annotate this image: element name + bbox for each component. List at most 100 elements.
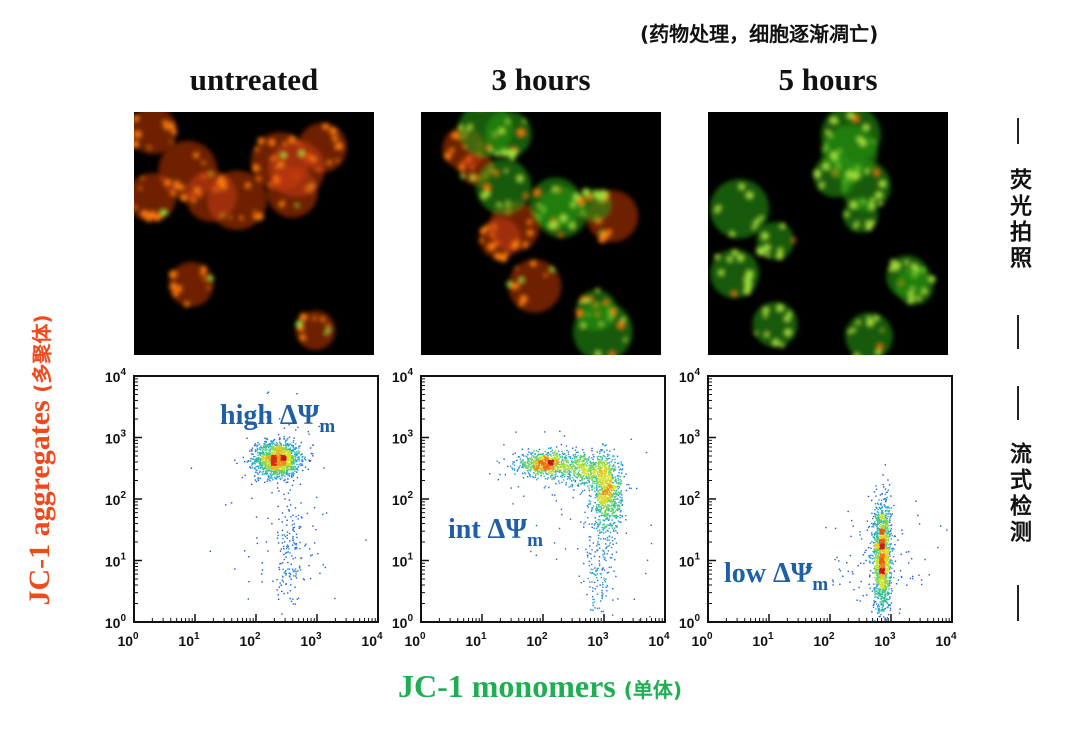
event-point bbox=[538, 464, 540, 466]
event-point bbox=[893, 576, 895, 579]
event-point bbox=[526, 469, 529, 472]
event-point bbox=[562, 462, 565, 464]
event-point bbox=[280, 465, 283, 468]
cell-spot bbox=[320, 316, 326, 322]
cell-spot bbox=[506, 200, 510, 204]
event-point bbox=[281, 590, 283, 593]
event-point bbox=[266, 438, 269, 440]
event-point bbox=[605, 478, 607, 480]
event-point bbox=[286, 457, 288, 459]
event-point bbox=[278, 438, 281, 441]
event-point bbox=[276, 469, 279, 472]
event-point bbox=[280, 461, 283, 464]
event-point bbox=[294, 470, 296, 472]
cell-spot bbox=[715, 205, 722, 211]
event-point bbox=[278, 566, 280, 569]
event-point bbox=[544, 457, 546, 460]
event-point bbox=[585, 459, 588, 461]
event-point bbox=[886, 606, 888, 609]
event-point bbox=[609, 484, 611, 486]
event-point bbox=[565, 468, 568, 470]
cell-spot bbox=[548, 221, 556, 230]
cell-spot bbox=[499, 254, 508, 263]
event-point bbox=[570, 465, 572, 468]
event-point bbox=[889, 577, 891, 579]
event-point bbox=[295, 467, 298, 470]
event-point bbox=[606, 486, 609, 488]
event-point bbox=[560, 465, 562, 467]
event-point bbox=[277, 534, 279, 537]
event-point bbox=[603, 513, 605, 515]
event-point bbox=[581, 466, 583, 468]
event-point bbox=[906, 584, 908, 586]
event-point bbox=[267, 474, 270, 477]
event-point bbox=[608, 486, 611, 489]
event-point bbox=[604, 557, 606, 559]
event-point bbox=[613, 470, 615, 472]
event-point bbox=[551, 459, 553, 462]
event-point bbox=[529, 474, 531, 476]
event-point bbox=[876, 525, 878, 528]
event-point bbox=[300, 453, 303, 456]
event-point bbox=[615, 480, 617, 482]
event-point bbox=[873, 533, 876, 535]
event-point bbox=[606, 516, 608, 518]
event-point bbox=[614, 510, 617, 512]
event-point bbox=[579, 456, 581, 459]
cell-spot bbox=[164, 124, 170, 131]
event-point bbox=[556, 455, 558, 458]
event-point bbox=[884, 599, 887, 602]
event-point bbox=[552, 461, 555, 463]
event-point bbox=[911, 577, 914, 580]
event-point bbox=[581, 482, 583, 485]
event-point bbox=[280, 445, 282, 448]
cell-spot bbox=[504, 169, 508, 173]
event-point bbox=[612, 511, 615, 513]
event-point bbox=[275, 461, 277, 464]
event-point bbox=[618, 501, 620, 504]
event-point bbox=[871, 532, 873, 534]
event-point bbox=[610, 485, 612, 487]
event-point bbox=[251, 467, 254, 469]
event-point bbox=[544, 455, 546, 458]
event-point bbox=[277, 454, 279, 456]
event-point bbox=[617, 481, 620, 484]
event-point bbox=[278, 469, 280, 471]
event-point bbox=[575, 473, 578, 476]
y-tick-label: 103 bbox=[679, 429, 701, 447]
event-point bbox=[537, 459, 539, 461]
event-point bbox=[598, 493, 600, 495]
event-point bbox=[584, 455, 586, 457]
event-point bbox=[297, 466, 300, 468]
event-point bbox=[646, 559, 649, 562]
cell-spot bbox=[519, 295, 528, 303]
cell-spot bbox=[483, 184, 491, 191]
event-point bbox=[598, 480, 600, 482]
event-point bbox=[598, 510, 600, 512]
event-point bbox=[276, 443, 278, 445]
event-point bbox=[890, 572, 892, 574]
event-point bbox=[540, 472, 542, 475]
event-point bbox=[890, 514, 893, 516]
event-point bbox=[597, 537, 600, 539]
event-point bbox=[877, 508, 879, 511]
event-point bbox=[607, 530, 609, 532]
event-point bbox=[277, 505, 279, 508]
event-point bbox=[268, 469, 270, 471]
event-point bbox=[304, 466, 307, 468]
event-point bbox=[596, 511, 598, 514]
event-point bbox=[596, 477, 598, 480]
event-point bbox=[560, 508, 563, 511]
event-point bbox=[546, 462, 548, 465]
event-point bbox=[271, 441, 273, 443]
event-point bbox=[579, 476, 582, 478]
cell-spot bbox=[220, 183, 227, 190]
event-point bbox=[318, 425, 320, 428]
event-point bbox=[284, 472, 286, 474]
event-point bbox=[290, 456, 292, 459]
event-point bbox=[918, 574, 920, 576]
event-point bbox=[615, 509, 618, 511]
event-point bbox=[859, 562, 862, 564]
event-point bbox=[272, 446, 274, 448]
event-point bbox=[543, 487, 546, 489]
